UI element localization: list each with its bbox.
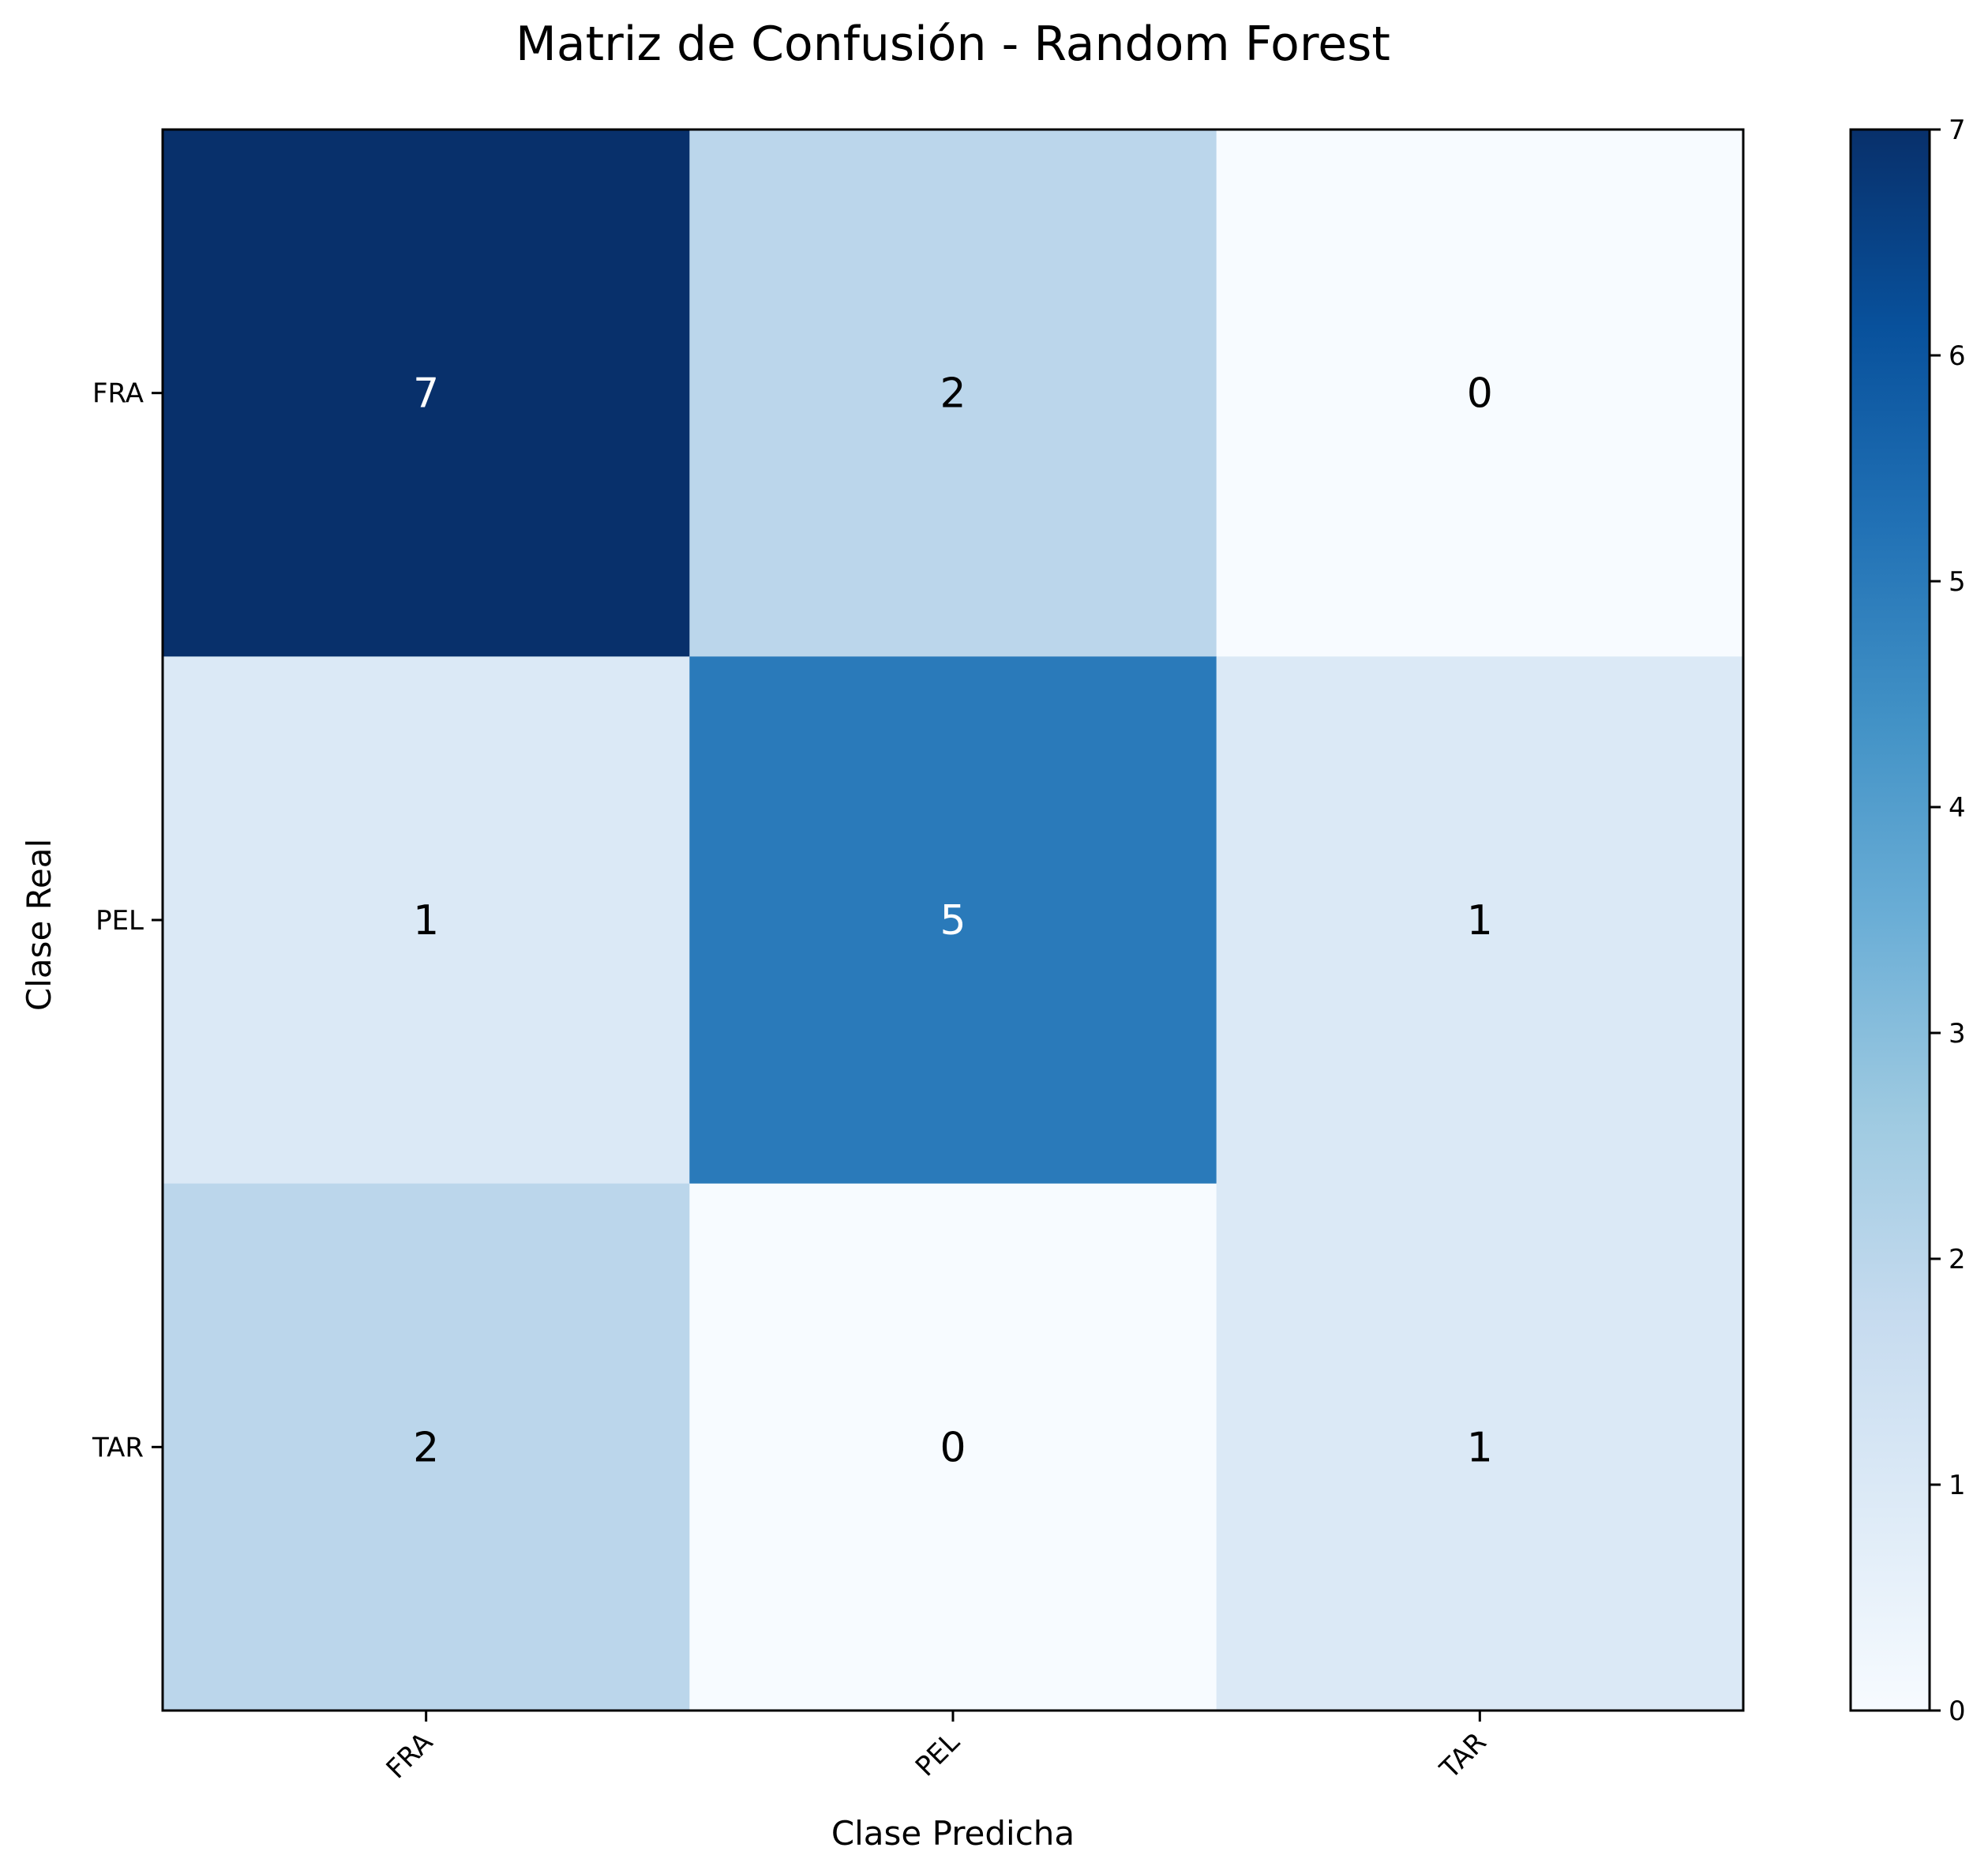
heatmap-cell-pel-pel <box>689 656 1217 1185</box>
x-axis-ticks: FRA PEL TAR <box>381 1711 1493 1786</box>
chart-title: Matriz de Confusión - Random Forest <box>516 17 1390 72</box>
colorbar-tick-label: 6 <box>1949 340 1966 372</box>
colorbar <box>1849 128 1931 1712</box>
cell-value-label: 5 <box>940 897 966 945</box>
heatmap-cell-pel-fra <box>163 656 690 1185</box>
colorbar-tick-label: 0 <box>1949 1696 1966 1727</box>
y-axis-ticks: FRA PEL TAR <box>92 378 163 1463</box>
heatmap-cell-tar-tar <box>1216 1183 1744 1711</box>
x-tick-label-tar: TAR <box>1434 1726 1493 1786</box>
heatmap-cell-fra-fra <box>163 130 690 657</box>
y-axis-label: Clase Real <box>20 839 58 1011</box>
cell-value-label: 2 <box>940 370 966 418</box>
colorbar-tick-label: 2 <box>1949 1244 1966 1275</box>
colorbar-tick-label: 3 <box>1949 1018 1966 1050</box>
cell-value-label: 0 <box>1467 370 1493 418</box>
heatmap-cell-fra-pel <box>689 130 1217 657</box>
colorbar-tick-label: 1 <box>1949 1470 1966 1501</box>
heatmap-cell-tar-fra <box>163 1183 690 1711</box>
colorbar-tick-label: 7 <box>1949 115 1966 146</box>
heatmap-cell-tar-pel <box>689 1183 1217 1711</box>
heatmap-cell-fra-tar <box>1216 130 1744 657</box>
cell-value-labels: 7 2 0 1 5 1 2 0 1 <box>413 370 1493 1472</box>
heatmap-cells <box>163 130 1744 1711</box>
x-tick-label-pel: PEL <box>910 1726 966 1782</box>
y-tick-label-tar: TAR <box>92 1432 144 1463</box>
colorbar-ticks: 0 1 2 3 4 5 6 7 <box>1930 115 1966 1727</box>
cell-value-label: 2 <box>413 1424 439 1471</box>
colorbar-tick-label: 4 <box>1949 792 1966 824</box>
x-axis-label: Clase Predicha <box>831 1814 1075 1853</box>
cell-value-label: 1 <box>413 897 439 945</box>
cell-value-label: 1 <box>1467 1424 1493 1471</box>
cell-value-label: 0 <box>940 1424 966 1471</box>
cell-value-label: 1 <box>1467 897 1493 945</box>
heatmap-cell-pel-tar <box>1216 656 1744 1185</box>
y-tick-label-fra: FRA <box>92 378 144 410</box>
colorbar-tick-label: 5 <box>1949 566 1966 598</box>
cell-value-label: 7 <box>413 370 439 418</box>
y-tick-label-pel: PEL <box>96 905 144 937</box>
x-tick-label-fra: FRA <box>381 1726 439 1785</box>
